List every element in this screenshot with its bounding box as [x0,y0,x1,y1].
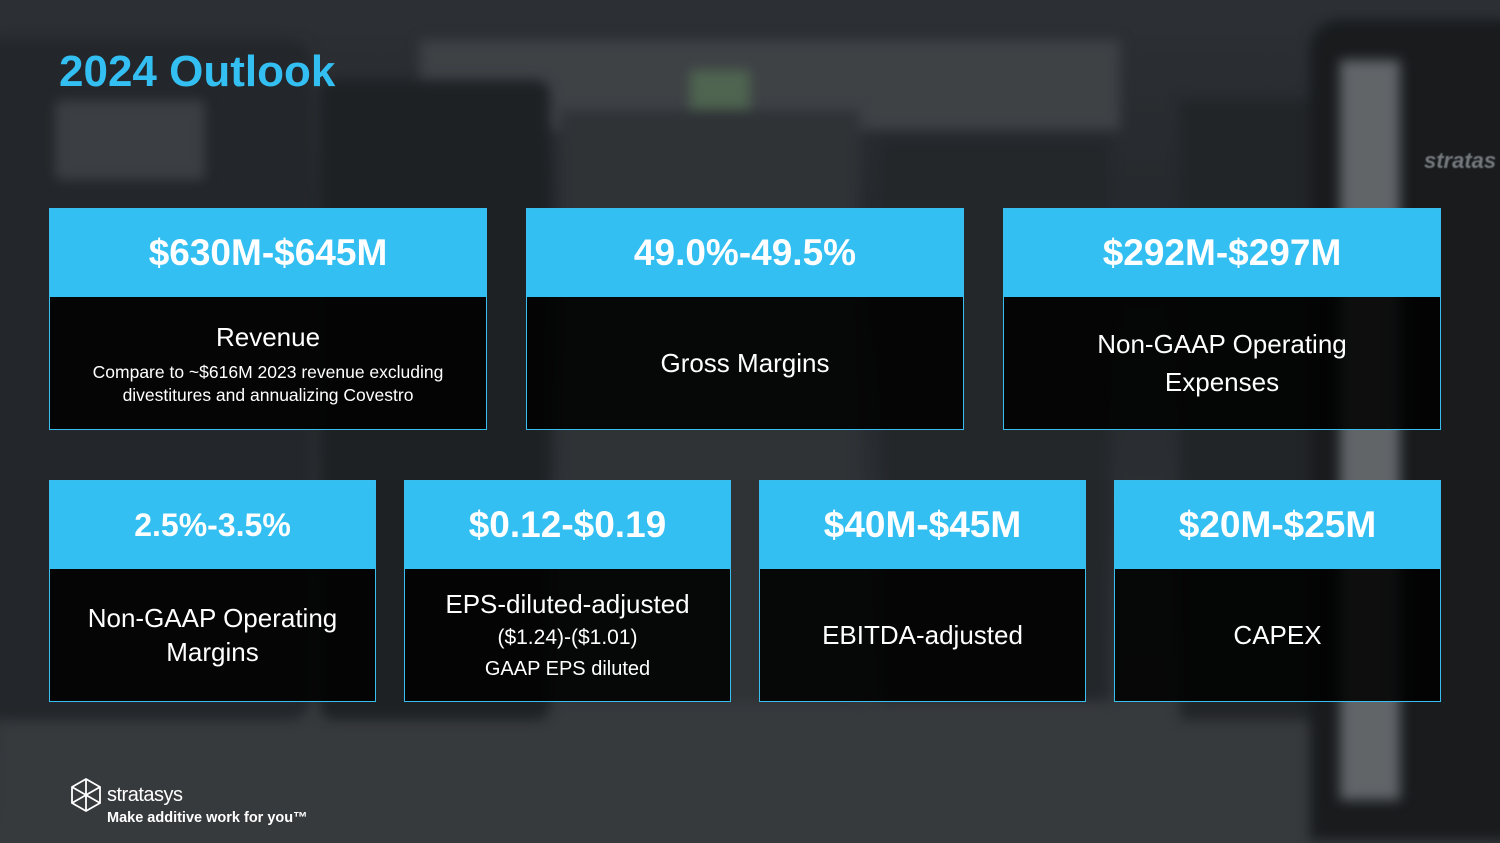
brand-name: stratasys [107,784,183,806]
card-label: CAPEX [1233,620,1322,650]
card-note: Compare to ~$616M 2023 revenue excluding… [92,362,444,405]
card-label: EBITDA-adjusted [822,620,1023,650]
card-value: $0.12-$0.19 [405,481,730,569]
card-label: Revenue [215,322,321,352]
card-label: EPS-diluted-adjusted [445,589,690,619]
card-ebitda-adjusted: $40M-$45M EBITDA-adjusted [759,480,1086,702]
card-gross-margins: 49.0%-49.5% Gross Margins [526,208,964,430]
background-printer-brand: stratas [1424,148,1497,173]
card-non-gaap-operating-expenses: $292M-$297M Non-GAAP Operating Expenses [1003,208,1441,430]
card-non-gaap-operating-margins: 2.5%-3.5% Non-GAAP Operating Margins [49,480,376,702]
card-value: $20M-$25M [1115,481,1440,569]
card-gaap-eps-value: ($1.24)-($1.01) [497,626,638,649]
card-value: 49.0%-49.5% [527,209,963,297]
card-value: 2.5%-3.5% [50,481,375,569]
slide-title: 2024 Outlook [59,47,336,96]
card-capex: $20M-$25M CAPEX [1114,480,1441,702]
stratasys-logo-icon [71,777,101,813]
card-value: $630M-$645M [50,209,486,297]
card-eps-diluted-adjusted: $0.12-$0.19 EPS-diluted-adjusted ($1.24)… [404,480,731,702]
card-gaap-eps-label: GAAP EPS diluted [484,658,651,680]
card-revenue: $630M-$645M Revenue Compare to ~$616M 20… [49,208,487,430]
card-label: Non-GAAP Operating Margins [87,603,338,667]
card-label: Non-GAAP Operating Expenses [1097,329,1347,397]
card-value: $40M-$45M [760,481,1085,569]
card-value: $292M-$297M [1004,209,1440,297]
brand-tagline: Make additive work for you™ [107,810,308,826]
card-label: Gross Margins [660,348,830,378]
